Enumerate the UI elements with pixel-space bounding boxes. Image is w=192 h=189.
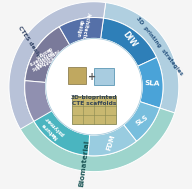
Polygon shape [25,27,70,82]
Text: FDM: FDM [106,134,116,152]
Polygon shape [9,93,175,172]
Polygon shape [101,18,156,66]
Text: 3D  printing  strategies: 3D printing strategies [135,16,184,76]
Bar [69,67,86,84]
Text: DIW: DIW [120,30,138,50]
Bar [72,96,116,124]
Polygon shape [25,91,90,156]
Polygon shape [103,3,179,113]
Bar [94,68,114,85]
Polygon shape [137,57,163,108]
Polygon shape [9,2,106,129]
Polygon shape [59,18,103,45]
Text: Nature
polymer: Nature polymer [40,115,65,141]
Polygon shape [123,101,160,141]
Polygon shape [25,27,70,93]
Text: Synthetic
polymers: Synthetic polymers [26,49,57,71]
Text: Architectural
design: Architectural design [74,11,91,47]
Text: Functional
design: Functional design [29,42,60,67]
Circle shape [46,39,142,135]
Text: Biomaterial: Biomaterial [79,139,90,187]
Text: 3D-bioprinted
CTE scaffolds: 3D-bioprinted CTE scaffolds [70,95,117,106]
Text: SLS: SLS [135,114,149,127]
Polygon shape [88,125,137,156]
Polygon shape [25,81,52,121]
Text: CTES design: CTES design [17,25,43,62]
Text: SLA: SLA [145,80,160,87]
Text: +: + [88,72,96,82]
